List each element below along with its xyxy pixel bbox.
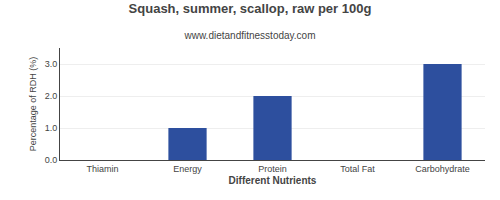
svg-text:Percentage of RDH (%): Percentage of RDH (%): [28, 57, 38, 152]
svg-text:Carbohydrate: Carbohydrate: [415, 164, 470, 174]
svg-text:Thiamin: Thiamin: [86, 164, 118, 174]
svg-text:2.0: 2.0: [45, 91, 58, 101]
svg-text:3.0: 3.0: [45, 59, 58, 69]
svg-text:Total Fat: Total Fat: [340, 164, 375, 174]
svg-text:1.0: 1.0: [45, 123, 58, 133]
svg-text:0.0: 0.0: [45, 155, 58, 165]
svg-text:Energy: Energy: [173, 164, 202, 174]
svg-text:Different Nutrients: Different Nutrients: [229, 175, 317, 186]
svg-text:Squash, summer, scallop, raw p: Squash, summer, scallop, raw per 100g: [129, 1, 372, 16]
svg-text:www.dietandfitnesstoday.com: www.dietandfitnesstoday.com: [184, 30, 316, 41]
svg-text:Protein: Protein: [258, 164, 287, 174]
